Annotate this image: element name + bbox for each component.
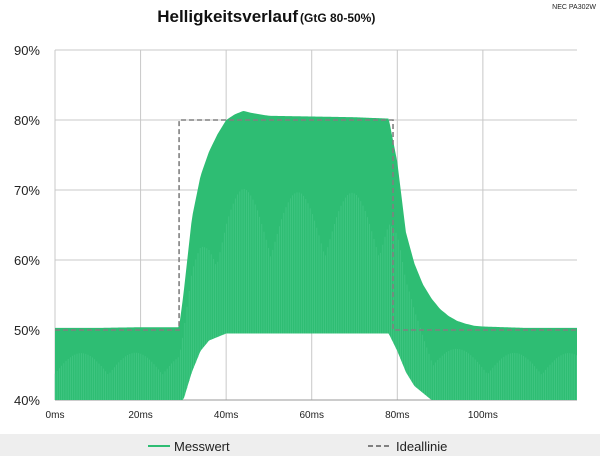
legend-label-messwert: Messwert — [174, 439, 230, 454]
model-label: NEC PA302W — [552, 4, 596, 11]
x-tick-label: 0ms — [46, 410, 65, 421]
chart-title-group: Helligkeitsverlauf (GtG 80-50%) — [157, 7, 375, 26]
legend-label-ideallinie: Ideallinie — [396, 439, 447, 454]
y-tick-label: 60% — [14, 253, 40, 268]
legend-background — [0, 434, 600, 456]
chart-title: Helligkeitsverlauf — [157, 7, 298, 26]
x-tick-label: 40ms — [214, 410, 238, 421]
plot-area — [55, 111, 577, 400]
y-tick-label: 70% — [14, 183, 40, 198]
x-tick-label: 80ms — [385, 410, 409, 421]
x-tick-label: 100ms — [468, 410, 498, 421]
y-axis: 40% 50% 60% 70% 80% 90% — [14, 43, 40, 408]
y-tick-label: 80% — [14, 113, 40, 128]
x-tick-label: 60ms — [299, 410, 323, 421]
x-tick-label: 20ms — [128, 410, 152, 421]
series-messwert — [55, 111, 577, 400]
legend: Messwert Ideallinie — [0, 434, 600, 456]
y-tick-label: 40% — [14, 393, 40, 408]
y-tick-label: 90% — [14, 43, 40, 58]
x-axis: 0ms 20ms 40ms 60ms 80ms 100ms — [46, 400, 577, 421]
chart-subtitle: (GtG 80-50%) — [300, 11, 375, 25]
y-tick-label: 50% — [14, 323, 40, 338]
